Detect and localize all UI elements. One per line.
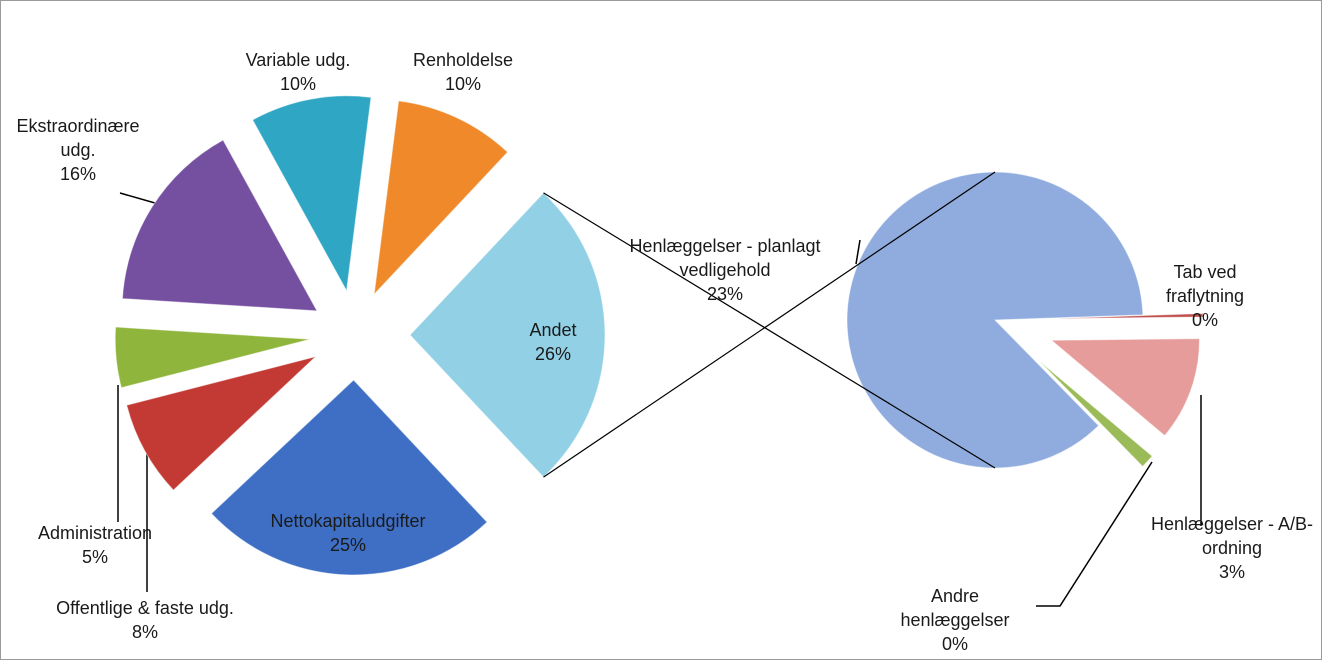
value-label: 5%	[81, 547, 109, 567]
value-label: 23%	[706, 284, 744, 304]
value-label: 0%	[941, 634, 968, 654]
value-label: 26%	[534, 344, 572, 364]
pie-slice	[1050, 338, 1200, 437]
pie-slice	[121, 139, 318, 312]
leader-line	[855, 239, 861, 265]
value-label: 3%	[1218, 562, 1245, 582]
value-label: 10%	[279, 74, 317, 94]
pie-slice	[126, 356, 316, 491]
pie-slice	[846, 171, 1144, 469]
pie-slice	[114, 326, 311, 389]
connector-line	[543, 192, 996, 469]
data-label: Ekstraordinære udg. 16%	[8, 114, 148, 186]
category-label: Offentlige & faste udg.	[56, 598, 234, 618]
pie-slice	[251, 95, 372, 293]
category-label: Henlæggelser - planlagt vedligehold	[629, 236, 821, 280]
category-label: Andre henlæggelser	[900, 586, 1010, 630]
category-label: Andet	[529, 320, 577, 340]
data-label: Administration 5%	[38, 521, 152, 569]
pie-slice	[373, 100, 509, 296]
value-label: 25%	[329, 535, 367, 555]
data-label: Andet 26%	[529, 318, 576, 366]
pie-slice	[1038, 360, 1153, 468]
data-label: Nettokapitaludgifter 25%	[270, 509, 425, 557]
value-label: 8%	[131, 622, 159, 642]
value-label: 10%	[444, 74, 482, 94]
category-label: Administration	[37, 523, 153, 543]
category-label: Nettokapitaludgifter	[270, 511, 426, 531]
pie-slice	[210, 379, 488, 576]
pie-slice	[409, 192, 606, 478]
data-label: Andre henlæggelser 0%	[890, 584, 1020, 656]
data-label: Offentlige & faste udg. 8%	[56, 596, 234, 644]
category-label: Tab ved fraflytning	[1165, 262, 1245, 306]
category-label: Variable udg.	[245, 50, 351, 70]
category-label: Renholdelse	[412, 50, 514, 70]
data-label: Tab ved fraflytning 0%	[1147, 260, 1264, 332]
data-label: Renholdelse 10%	[413, 48, 513, 96]
data-label: Henlæggelser - planlagt vedligehold 23%	[615, 234, 835, 306]
leader-line	[1036, 461, 1153, 607]
value-label: 0%	[1191, 310, 1218, 330]
category-label: Ekstraordinære udg.	[16, 116, 140, 160]
data-label: Variable udg. 10%	[246, 48, 351, 96]
leader-line	[119, 192, 156, 204]
pie-slice	[1054, 312, 1204, 320]
category-label: Henlæggelser - A/B-ordning	[1150, 514, 1314, 558]
connector-line	[543, 171, 996, 478]
data-label: Henlæggelser - A/B-ordning 3%	[1145, 512, 1320, 584]
value-label: 16%	[59, 164, 97, 184]
